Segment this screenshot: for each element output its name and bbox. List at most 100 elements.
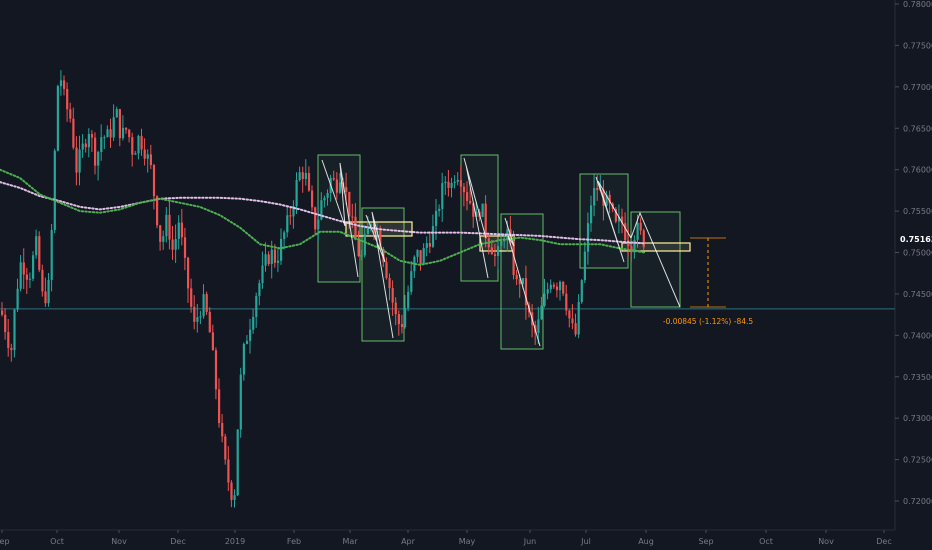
candle-body bbox=[428, 243, 431, 247]
candle-body bbox=[512, 240, 515, 275]
candle-body bbox=[441, 183, 444, 209]
x-tick-label: Aug bbox=[638, 537, 654, 546]
candle-body bbox=[41, 269, 44, 292]
candle-body bbox=[137, 135, 140, 154]
candle-body bbox=[571, 318, 574, 324]
candle-body bbox=[78, 149, 81, 173]
candle-body bbox=[224, 436, 227, 460]
candle-body bbox=[314, 207, 317, 230]
candle-body bbox=[261, 265, 264, 284]
candle-body bbox=[38, 236, 41, 270]
fast-moving-average bbox=[0, 168, 646, 266]
candle-body bbox=[187, 257, 190, 289]
candle-body bbox=[286, 215, 289, 233]
candle-body bbox=[326, 193, 329, 198]
candle-body bbox=[400, 324, 404, 328]
candle-body bbox=[72, 118, 75, 148]
x-tick-label: Apr bbox=[401, 537, 416, 546]
candle-body bbox=[407, 291, 410, 308]
candle-body bbox=[450, 182, 453, 188]
last-price-badge: 0.75163 bbox=[896, 231, 932, 246]
last-price-label: 0.75163 bbox=[900, 235, 932, 244]
candle-body bbox=[152, 165, 156, 197]
candle-body bbox=[298, 172, 301, 181]
candle-body bbox=[28, 278, 32, 280]
candle-body bbox=[252, 316, 255, 330]
candle-body bbox=[345, 187, 348, 192]
candle-body bbox=[304, 172, 307, 180]
candle-body bbox=[177, 222, 180, 239]
candle-body bbox=[351, 216, 354, 218]
candle-body bbox=[245, 340, 249, 344]
candle-body bbox=[202, 294, 205, 317]
candle-body bbox=[109, 129, 112, 138]
candle-body bbox=[456, 179, 459, 182]
candle-body bbox=[549, 284, 552, 290]
candle-body bbox=[462, 186, 466, 193]
candle-body bbox=[94, 137, 97, 166]
candle-body bbox=[543, 293, 546, 306]
candle-body bbox=[121, 127, 125, 139]
time-axis[interactable]: Sep Oct Nov Dec 2019 Feb Mar Apr May Jun Jul Aug Sep… bbox=[0, 530, 892, 546]
candle-body bbox=[335, 179, 338, 193]
candle-body bbox=[25, 274, 28, 280]
zigzag-line bbox=[504, 217, 541, 347]
candle-body bbox=[580, 280, 583, 303]
candle-body bbox=[249, 329, 252, 341]
candle-body bbox=[171, 239, 174, 250]
candle-body bbox=[149, 154, 152, 166]
candle-body bbox=[174, 238, 177, 250]
zigzag-line bbox=[630, 211, 681, 308]
candle-body bbox=[459, 179, 462, 187]
candles bbox=[1, 70, 645, 508]
candle-body bbox=[493, 254, 497, 256]
candle-body bbox=[143, 149, 146, 159]
candle-body bbox=[131, 137, 134, 155]
x-tick-label: Dec bbox=[170, 537, 185, 546]
candle-body bbox=[410, 271, 413, 292]
candle-body bbox=[425, 243, 428, 249]
zigzag-lines[interactable] bbox=[321, 157, 681, 347]
x-tick-label: Sep bbox=[0, 537, 10, 546]
price-range-measure[interactable]: -0.00845 (-1.12%) -84.5 bbox=[663, 237, 754, 326]
candle-body bbox=[162, 236, 165, 242]
candle-body bbox=[354, 216, 357, 240]
x-tick-label: Feb bbox=[287, 537, 301, 546]
candle-body bbox=[500, 240, 503, 246]
candle-body bbox=[75, 147, 78, 173]
candle-body bbox=[128, 129, 131, 138]
candle-body bbox=[87, 134, 90, 148]
candle-body bbox=[574, 323, 577, 335]
candle-body bbox=[112, 117, 115, 138]
candle-body bbox=[357, 239, 360, 256]
candle-body bbox=[332, 178, 335, 180]
candle-body bbox=[13, 309, 16, 351]
candle-body bbox=[221, 423, 224, 437]
x-tick-label: Nov bbox=[111, 537, 127, 546]
candle-body bbox=[214, 350, 218, 390]
candle-body bbox=[255, 296, 258, 317]
candle-body bbox=[140, 135, 143, 150]
candle-body bbox=[546, 289, 549, 294]
grid bbox=[0, 0, 896, 531]
candle-body bbox=[624, 223, 627, 241]
candle-body bbox=[233, 495, 236, 500]
candle-body bbox=[196, 317, 199, 322]
candle-body bbox=[565, 293, 568, 311]
candle-body bbox=[59, 80, 63, 87]
x-tick-label: Jul bbox=[580, 537, 591, 546]
candle-body bbox=[283, 232, 286, 239]
candle-body bbox=[596, 187, 599, 191]
candle-body bbox=[311, 190, 314, 208]
candle-body bbox=[69, 109, 72, 119]
candle-body bbox=[453, 181, 456, 183]
x-tick-label: Oct bbox=[50, 537, 64, 546]
candle-body bbox=[605, 194, 608, 206]
candle-body bbox=[559, 281, 562, 291]
candle-body bbox=[307, 172, 311, 191]
